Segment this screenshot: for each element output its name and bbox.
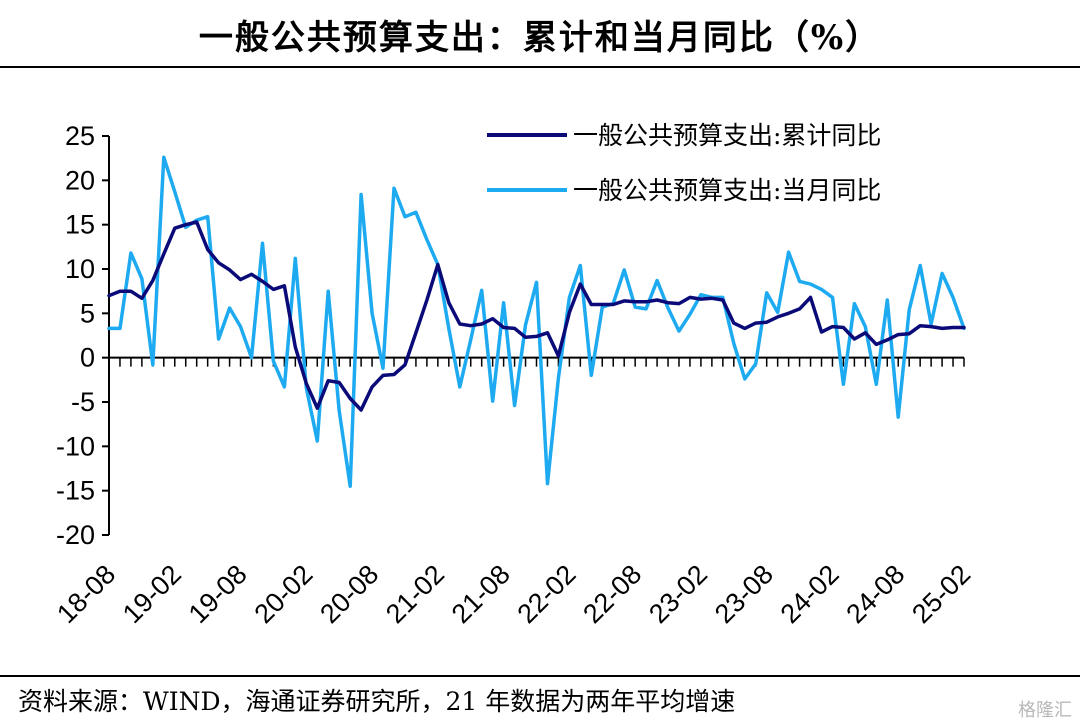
y-tick-label: 10 [65,254,95,284]
legend-label-monthly: 一般公共预算支出:当月同比 [573,176,881,205]
series-line-monthly [107,155,966,488]
x-tick-label: 24-08 [840,559,910,629]
chart-title: 一般公共预算支出：累计和当月同比（%） [198,18,882,58]
x-tick-label: 25-02 [906,559,976,629]
x-tick-label: 18-08 [51,559,121,629]
x-tick-label: 21-08 [446,559,516,629]
series-line-cumulative [107,220,966,412]
x-tick-label: 22-02 [512,559,582,629]
y-tick-label: 20 [65,165,95,195]
y-tick-label: -15 [56,476,95,506]
x-tick-label: 19-08 [183,559,253,629]
y-tick-label: -10 [56,431,95,461]
bottom-rule [0,675,1080,677]
x-tick-label: 19-02 [117,559,187,629]
x-tick-label: 23-08 [709,559,779,629]
y-tick-label: -5 [71,387,95,417]
x-tick-label: 24-02 [775,559,845,629]
source-note: 资料来源：WIND，海通证券研究所，21 年数据为两年平均增速 [18,687,736,716]
legend-label-cumulative: 一般公共预算支出:累计同比 [573,121,881,150]
y-tick-label: -20 [56,520,95,550]
series-layer [107,155,966,488]
watermark-text: 格隆汇 [1018,700,1072,721]
x-tick-label: 21-02 [380,559,450,629]
chart-svg: 2520151050-5-10-15-2018-0819-0219-0820-0… [51,121,976,629]
x-tick-label: 23-02 [643,559,713,629]
x-tick-label: 22-08 [577,559,647,629]
y-tick-label: 0 [80,343,95,373]
y-tick-label: 25 [65,121,95,151]
x-tick-label: 20-08 [314,559,384,629]
top-rule [0,66,1080,68]
y-tick-label: 15 [65,210,95,240]
y-tick-label: 5 [80,298,95,328]
x-tick-label: 20-02 [249,559,319,629]
